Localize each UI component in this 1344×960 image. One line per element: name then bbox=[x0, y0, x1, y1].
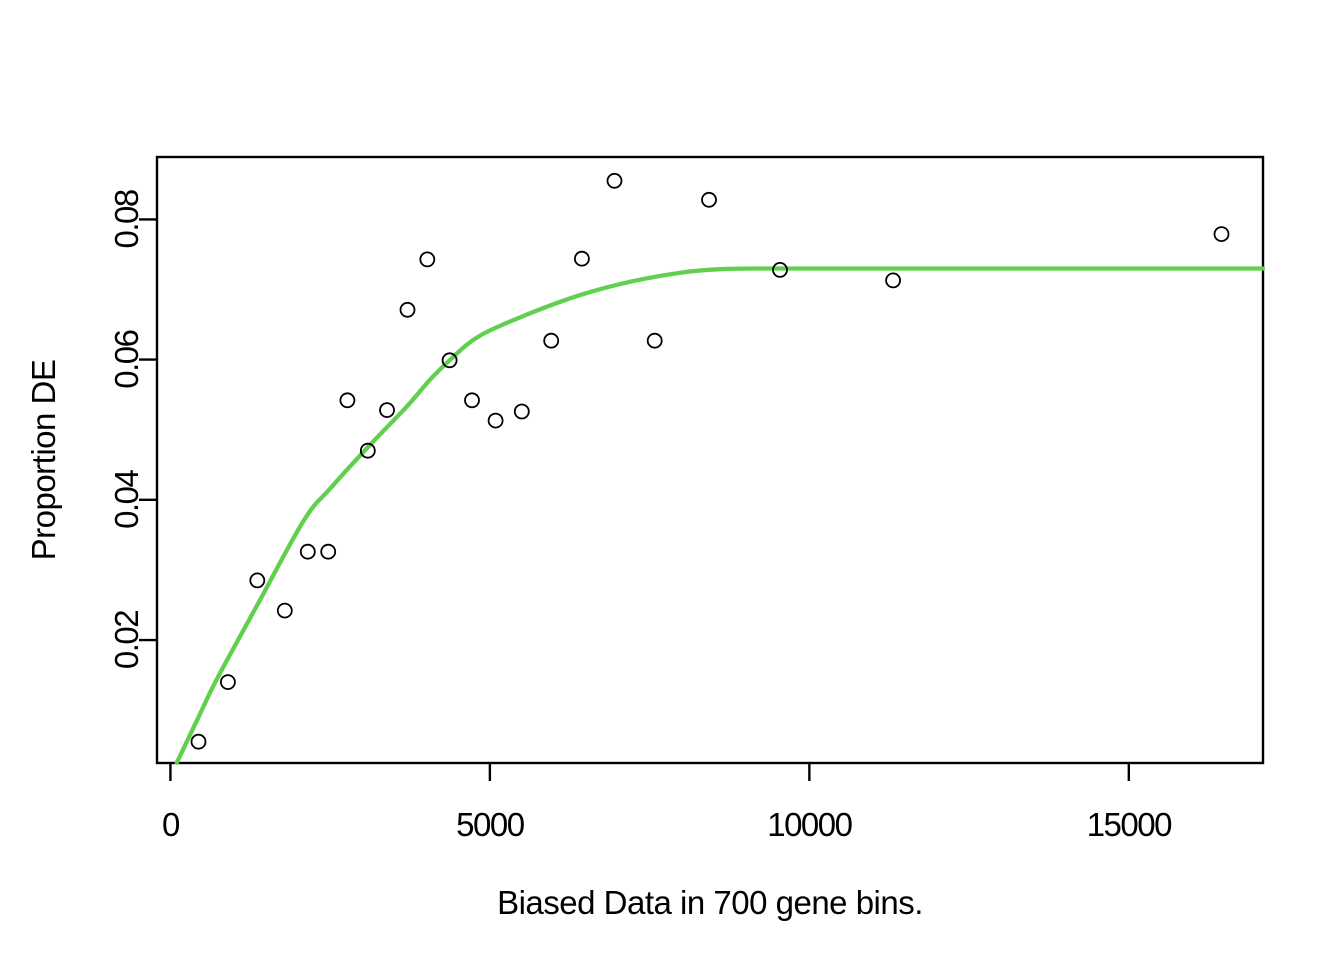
data-point bbox=[359, 442, 376, 459]
data-point bbox=[464, 392, 480, 409]
data-point bbox=[190, 733, 207, 750]
y-axis-ticks: 0.02 0.04 0.06 0.08 bbox=[108, 190, 157, 669]
y-tick-label: 0.02 bbox=[108, 611, 145, 669]
x-tick-label: 0 bbox=[162, 806, 180, 843]
data-point bbox=[1213, 226, 1230, 243]
x-tick-label: 5000 bbox=[456, 806, 525, 843]
x-axis-ticks: 0 5000 10000 15000 bbox=[162, 763, 1174, 843]
data-point bbox=[379, 402, 395, 419]
data-point bbox=[299, 543, 316, 560]
y-axis-title: Proportion DE bbox=[25, 359, 62, 561]
x-tick-label: 10000 bbox=[767, 806, 852, 843]
y-tick-label: 0.06 bbox=[108, 330, 145, 388]
y-tick-label: 0.04 bbox=[108, 470, 145, 529]
plot-box bbox=[155, 155, 1265, 765]
x-tick-label: 15000 bbox=[1087, 806, 1172, 843]
data-point bbox=[885, 272, 901, 289]
data-point bbox=[772, 261, 788, 278]
x-axis-title: Biased Data in 700 gene bins. bbox=[497, 884, 923, 921]
data-points bbox=[190, 172, 1230, 750]
fit-curve-line bbox=[174, 266, 1266, 765]
data-point bbox=[219, 674, 236, 690]
data-point bbox=[487, 412, 504, 429]
data-point bbox=[513, 403, 530, 420]
data-point bbox=[441, 352, 458, 369]
data-point bbox=[606, 172, 623, 189]
data-point bbox=[574, 250, 590, 267]
data-point bbox=[399, 301, 416, 318]
data-point bbox=[701, 191, 717, 208]
data-point bbox=[320, 543, 337, 560]
data-point bbox=[249, 572, 266, 589]
y-tick-label: 0.08 bbox=[108, 190, 145, 248]
data-point bbox=[646, 332, 663, 349]
data-point bbox=[419, 251, 436, 268]
data-point bbox=[543, 332, 560, 349]
data-point bbox=[276, 602, 293, 619]
data-point bbox=[339, 392, 356, 409]
